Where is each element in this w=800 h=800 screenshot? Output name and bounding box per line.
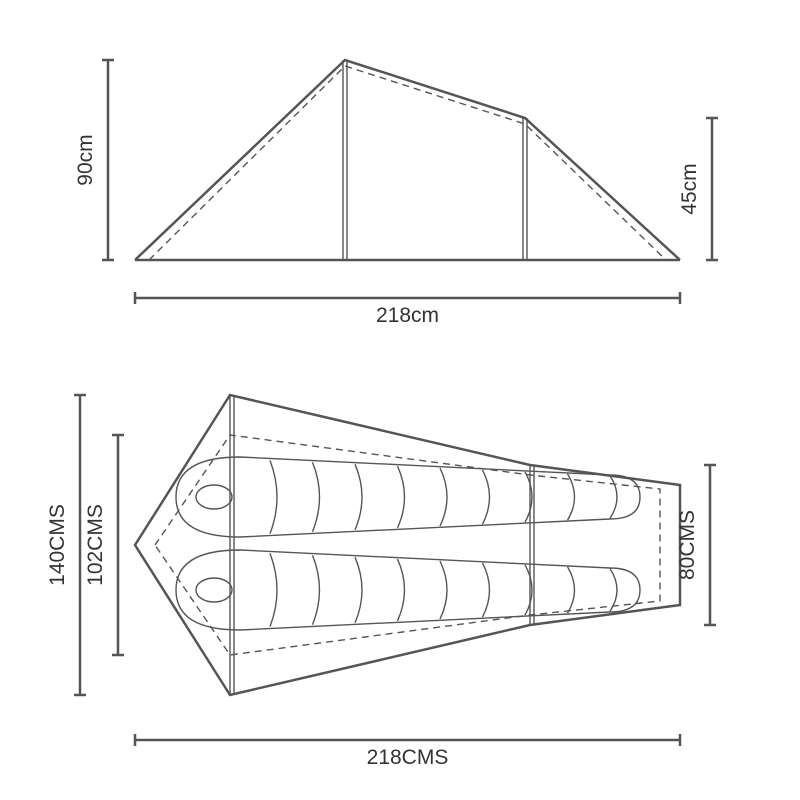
svg-text:140CMS: 140CMS xyxy=(46,504,69,586)
svg-text:45cm: 45cm xyxy=(678,163,701,214)
tent-dimension-diagram: 90cm 45cm 218cm 140CMS 102CMS 80CMS 218CMS xyxy=(0,0,800,800)
svg-text:102CMS: 102CMS xyxy=(84,504,107,586)
svg-text:218cm: 218cm xyxy=(376,304,439,327)
svg-text:218CMS: 218CMS xyxy=(367,746,449,769)
svg-text:90cm: 90cm xyxy=(74,134,97,185)
svg-text:80CMS: 80CMS xyxy=(676,510,699,580)
